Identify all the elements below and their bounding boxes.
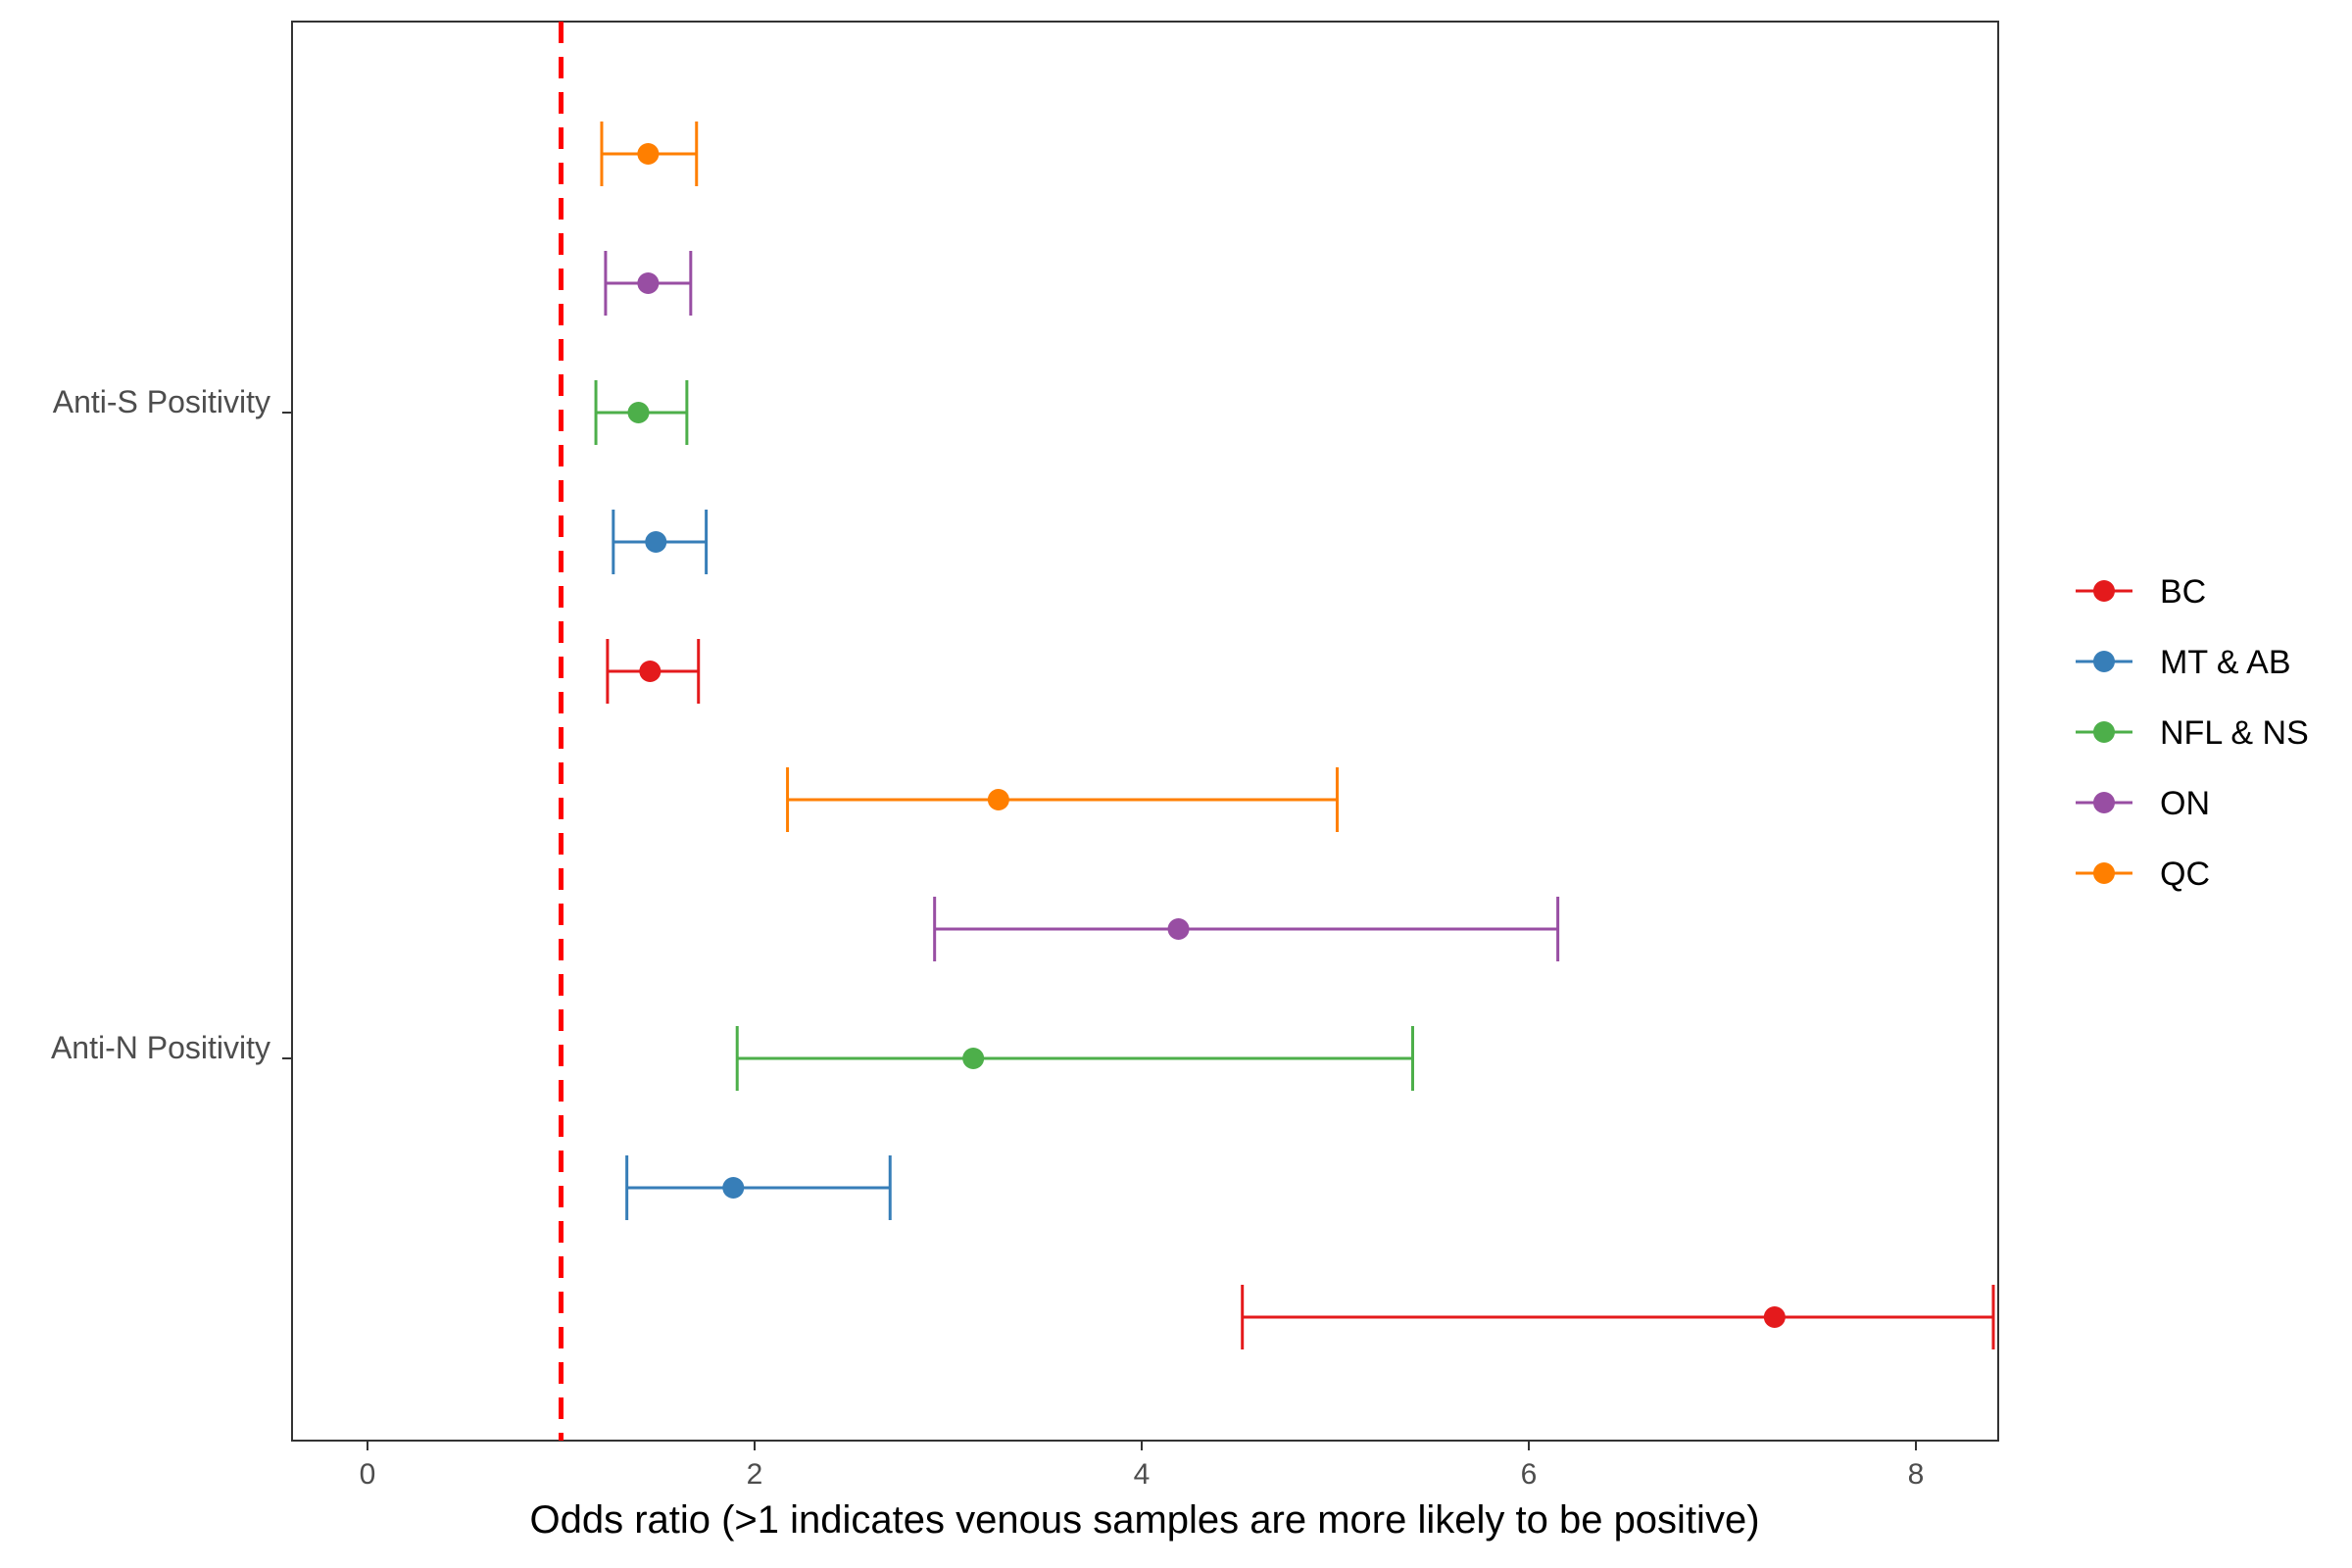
category-label-anti-s: Anti-S Positivity — [53, 384, 270, 419]
legend-dot-nfl-ns — [2093, 721, 2115, 743]
point-bc-anti-n — [1763, 1306, 1786, 1328]
x-tick-label-8: 8 — [1908, 1458, 1925, 1491]
legend: BC MT & AB NFL & NS ON QC — [2076, 573, 2309, 893]
point-on-anti-s — [637, 272, 660, 294]
point-mt-ab-anti-n — [722, 1177, 745, 1199]
x-tick-label-2: 2 — [747, 1458, 763, 1491]
legend-label-mt-ab: MT & AB — [2160, 644, 2291, 681]
point-mt-ab-anti-s — [645, 531, 667, 553]
plot-panel — [291, 21, 1999, 1442]
x-axis: 0 2 4 6 8 — [360, 1441, 1925, 1491]
y-axis: Anti-S Positivity Anti-N Positivity — [51, 384, 292, 1065]
legend-label-nfl-ns: NFL & NS — [2160, 714, 2309, 752]
point-qc-anti-s — [637, 143, 660, 165]
legend-dot-bc — [2093, 580, 2115, 602]
point-bc-anti-s — [639, 661, 662, 682]
point-nfl-ns-anti-s — [627, 402, 650, 423]
legend-label-qc: QC — [2160, 856, 2210, 893]
legend-dot-mt-ab — [2093, 651, 2115, 672]
point-on-anti-n — [1167, 918, 1190, 940]
point-qc-anti-n — [987, 789, 1009, 810]
x-tick-label-0: 0 — [360, 1458, 376, 1491]
legend-label-bc: BC — [2160, 573, 2206, 611]
point-nfl-ns-anti-n — [962, 1048, 985, 1069]
legend-dot-qc — [2093, 862, 2115, 884]
plot-marks — [559, 22, 1995, 1441]
legend-dot-on — [2093, 792, 2115, 813]
category-label-anti-n: Anti-N Positivity — [51, 1030, 270, 1065]
x-tick-label-6: 6 — [1521, 1458, 1538, 1491]
x-tick-label-4: 4 — [1134, 1458, 1151, 1491]
x-axis-title: Odds ratio (>1 indicates venous samples … — [529, 1498, 1759, 1542]
legend-label-on: ON — [2160, 785, 2210, 822]
